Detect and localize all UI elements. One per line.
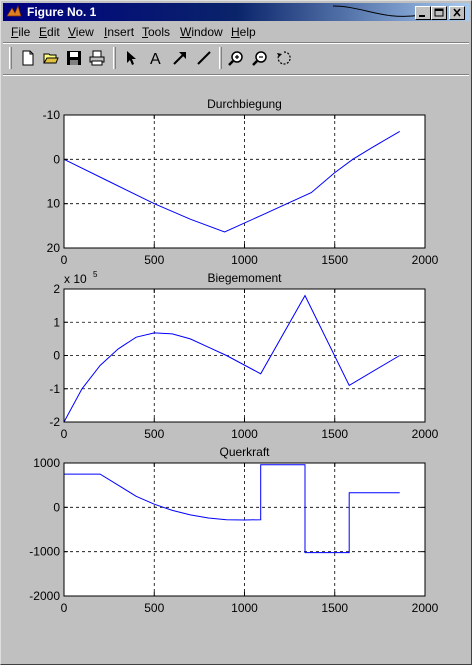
subplot-2: 0 500 1000 1500 2000 -2 -1 0 1 2 Biegemoment x 10 5 [49,270,438,441]
y-tick-label: 10 [47,197,61,211]
toolbar-grip[interactable] [9,47,12,69]
y-tick-label: 2 [53,282,60,296]
x-tick-label: 1000 [231,601,258,615]
y-tick-label: -1 [49,382,60,396]
y-tick-label: 0 [53,500,60,514]
y-tick-label: -10 [43,108,61,122]
open-file-button[interactable] [40,47,62,69]
series-line [63,294,400,423]
save-icon [67,51,81,65]
y-tick-label: 20 [47,241,61,255]
subplot-title: Biegemoment [207,271,282,285]
menu-bar: File Edit View Insert Tools Window Help [3,23,469,41]
print-button[interactable] [86,47,108,69]
x-tick-label: 1500 [321,253,348,267]
menu-tools[interactable]: Tools [142,25,171,39]
y-tick-label: 0 [53,152,60,166]
x-tick-label: 0 [61,601,68,615]
maximize-icon [434,8,444,17]
close-button[interactable] [449,6,465,20]
y-tick-label: -2 [49,415,60,429]
zoom-in-button[interactable] [225,47,247,69]
menu-help[interactable]: Help [231,25,256,39]
matlab-logo-icon [6,4,22,17]
line-tool-icon [197,51,211,65]
save-button[interactable] [63,47,85,69]
toolbar: A [3,45,469,73]
window-title: Figure No. 1 [27,5,97,19]
x-tick-label: 1500 [321,427,348,441]
text-A-icon: A [150,51,161,66]
toolbar-separator [113,47,116,69]
subplot-title: Durchbiegung [207,97,282,111]
x-tick-label: 1500 [321,601,348,615]
x-tick-label: 500 [144,253,164,267]
x-tick-label: 2000 [412,601,439,615]
subplot-title: Querkraft [219,445,270,459]
x-tick-label: 500 [144,427,164,441]
zoom-out-icon [252,51,267,66]
x-tick-label: 2000 [412,253,439,267]
x-tick-label: 1000 [231,253,258,267]
menu-edit[interactable]: Edit [39,25,60,39]
x-tick-label: 2000 [412,427,439,441]
toolbar-separator-2 [219,47,222,69]
menu-window[interactable]: Window [180,25,223,39]
title-decoration-icon [333,5,422,17]
subplot-3: 0 500 1000 1500 2000 -2000 -1000 0 1000 Querkraft [29,445,438,615]
series-line [64,464,400,554]
x-tick-label: 500 [144,601,164,615]
menu-file[interactable]: File [11,25,31,39]
y-tick-label: 1 [53,315,60,329]
series-line [63,130,400,233]
arrow-tool-button[interactable] [169,47,191,69]
menu-view[interactable]: View [68,25,94,39]
arrow-tool-icon [173,52,186,65]
toolbar-separator-line [3,74,469,76]
y-tick-label: -2000 [29,589,60,603]
x-tick-label: 0 [61,253,68,267]
title-bar[interactable]: Figure No. 1 [3,3,469,21]
print-icon [89,50,105,66]
minimize-icon [419,15,425,17]
y-tick-label: -1000 [29,545,60,559]
rotate-button[interactable] [273,47,295,69]
x-tick-label: 1000 [231,427,258,441]
new-file-icon [22,50,34,66]
y-tick-label: 0 [53,349,60,363]
rotate-icon [277,51,291,65]
close-icon [453,8,461,17]
svg-text:A: A [150,51,161,66]
menu-insert[interactable]: Insert [104,25,135,39]
exponent-power: 5 [93,270,98,279]
minimize-button[interactable] [415,6,431,20]
zoom-out-button[interactable] [249,47,271,69]
zoom-in-icon [228,51,243,66]
pointer-arrow-icon [127,51,136,65]
menu-separator [3,42,469,44]
line-tool-button[interactable] [193,47,215,69]
maximize-button[interactable] [431,6,447,20]
new-file-button[interactable] [17,47,39,69]
y-tick-label: 1000 [33,456,60,470]
text-tool-button[interactable]: A [145,47,167,69]
open-folder-icon [43,53,59,64]
select-tool-button[interactable] [120,47,142,69]
x-tick-label: 0 [61,427,68,441]
subplot-1: 0 500 1000 1500 2000 -10 0 10 20 Durchbiegung [43,97,439,267]
exponent-label: x 10 [64,272,87,286]
